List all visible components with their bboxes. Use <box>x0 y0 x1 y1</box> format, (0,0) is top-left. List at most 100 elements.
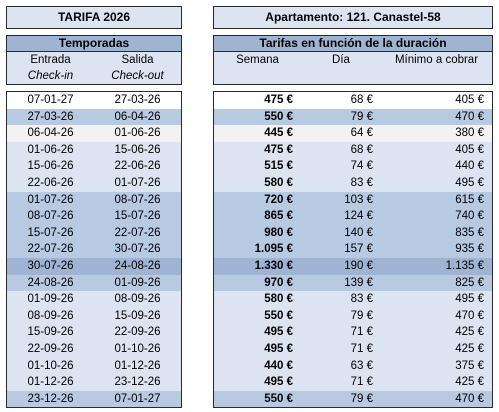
col-salida: Salida <box>121 54 154 66</box>
checkin-date: 27-03-26 <box>27 110 74 123</box>
min-charge: 935 € <box>455 243 484 256</box>
rate-row: 550 € 79 € 470 € <box>214 307 492 325</box>
rate-row: 580 € 83 € 495 € <box>214 291 492 308</box>
week-rate: 550 € <box>264 110 293 123</box>
min-charge: 470 € <box>455 392 484 405</box>
checkout-date: 22-06-26 <box>114 160 161 173</box>
season-row: 07-01-27 27-03-26 <box>7 92 181 109</box>
week-rate: 580 € <box>264 293 293 306</box>
col-dia: Día <box>332 54 350 66</box>
season-row: 01-10-26 01-12-26 <box>7 357 181 375</box>
rate-row: 1.330 € 190 € 1.135 € <box>214 257 492 275</box>
col-minimo: Mínimo a cobrar <box>394 54 479 66</box>
week-rate: 1.330 € <box>254 259 293 272</box>
checkin-date: 15-06-26 <box>27 160 74 173</box>
min-charge: 470 € <box>455 309 484 322</box>
day-rate: 190 € <box>344 259 373 272</box>
rate-row: 475 € 68 € 405 € <box>214 92 492 109</box>
checkin-date: 24-08-26 <box>27 276 74 289</box>
checkout-date: 27-03-26 <box>114 94 161 106</box>
rate-row: 495 € 71 € 425 € <box>214 340 492 358</box>
rate-row: 440 € 63 € 375 € <box>214 357 492 375</box>
season-row: 22-09-26 01-10-26 <box>7 340 181 358</box>
week-rate: 865 € <box>264 210 293 223</box>
checkin-date: 01-10-26 <box>27 359 74 372</box>
checkout-date: 01-09-26 <box>114 276 161 289</box>
checkout-date: 30-07-26 <box>114 243 161 256</box>
checkin-date: 30-07-26 <box>27 259 74 272</box>
week-rate: 445 € <box>264 127 293 140</box>
season-row: 22-07-26 30-07-26 <box>7 241 181 258</box>
min-charge: 440 € <box>455 160 484 173</box>
rate-row: 980 € 140 € 835 € <box>214 224 492 242</box>
rate-row: 865 € 124 € 740 € <box>214 208 492 225</box>
checkin-date: 07-01-27 <box>27 94 74 106</box>
week-rate: 495 € <box>264 342 293 355</box>
checkout-date: 24-08-26 <box>114 259 161 272</box>
col-semana: Semana <box>236 54 279 66</box>
season-row: 22-06-26 01-07-26 <box>7 174 181 192</box>
week-rate: 720 € <box>264 193 293 206</box>
rate-row: 495 € 71 € 425 € <box>214 324 492 341</box>
week-rate: 495 € <box>264 376 293 389</box>
rates-columns: Semana Día Mínimo a cobrar <box>213 52 493 68</box>
min-charge: 425 € <box>455 326 484 339</box>
col-entrada: Entrada <box>30 54 71 66</box>
checkout-date: 01-07-26 <box>114 176 161 189</box>
min-charge: 615 € <box>455 193 484 206</box>
min-charge: 425 € <box>455 376 484 389</box>
day-rate: 83 € <box>350 176 373 189</box>
min-charge: 825 € <box>455 276 484 289</box>
week-rate: 580 € <box>264 176 293 189</box>
season-row: 15-06-26 22-06-26 <box>7 158 181 175</box>
day-rate: 68 € <box>350 94 373 106</box>
tariff-title: TARIFA 2026 <box>6 6 182 29</box>
rate-row: 970 € 139 € 825 € <box>214 274 492 292</box>
rate-row: 475 € 68 € 405 € <box>214 141 492 159</box>
day-rate: 83 € <box>350 293 373 306</box>
season-row: 01-07-26 08-07-26 <box>7 191 181 209</box>
checkin-date: 01-07-26 <box>27 193 74 206</box>
rates-table: 475 € 68 € 405 € 550 € 79 € 470 € 445 € 64 € 380… <box>213 91 493 409</box>
min-charge: 740 € <box>455 210 484 223</box>
day-rate: 79 € <box>350 110 373 123</box>
checkin-date: 22-07-26 <box>27 243 74 256</box>
season-row: 01-06-26 15-06-26 <box>7 141 181 159</box>
day-rate: 139 € <box>344 276 373 289</box>
checkout-date: 06-04-26 <box>114 110 161 123</box>
season-row: 27-03-26 06-04-26 <box>7 108 181 126</box>
season-row: 30-07-26 24-08-26 <box>7 257 181 275</box>
rate-row: 720 € 103 € 615 € <box>214 191 492 209</box>
season-row: 24-08-26 01-09-26 <box>7 274 181 292</box>
rate-row: 495 € 71 € 425 € <box>214 374 492 391</box>
day-rate: 68 € <box>350 143 373 156</box>
season-row: 01-12-26 23-12-26 <box>7 374 181 391</box>
checkout-date: 07-01-27 <box>114 392 161 405</box>
checkout-date: 08-09-26 <box>114 293 161 306</box>
min-charge: 405 € <box>455 94 484 106</box>
week-rate: 550 € <box>264 309 293 322</box>
season-row: 01-09-26 08-09-26 <box>7 291 181 308</box>
min-charge: 405 € <box>455 143 484 156</box>
rates-header: Tarifas en función de la duración <box>213 35 493 52</box>
season-row: 08-07-26 15-07-26 <box>7 208 181 225</box>
season-row: 15-07-26 22-07-26 <box>7 224 181 242</box>
season-row: 15-09-26 22-09-26 <box>7 324 181 341</box>
checkout-date: 01-06-26 <box>114 127 161 140</box>
checkout-date: 01-12-26 <box>114 359 161 372</box>
checkin-date: 08-07-26 <box>27 210 74 223</box>
day-rate: 64 € <box>350 127 373 140</box>
checkin-date: 01-06-26 <box>27 143 74 156</box>
day-rate: 63 € <box>350 359 373 372</box>
day-rate: 157 € <box>344 243 373 256</box>
min-charge: 1.135 € <box>445 259 484 272</box>
min-charge: 375 € <box>455 359 484 372</box>
checkout-date: 22-07-26 <box>114 226 161 239</box>
rates-columns-spacer <box>213 68 493 85</box>
rate-row: 515 € 74 € 440 € <box>214 158 492 175</box>
week-rate: 515 € <box>264 160 293 173</box>
min-charge: 835 € <box>455 226 484 239</box>
min-charge: 495 € <box>455 176 484 189</box>
rate-row: 550 € 79 € 470 € <box>214 108 492 126</box>
season-row: 23-12-26 07-01-27 <box>7 390 181 408</box>
